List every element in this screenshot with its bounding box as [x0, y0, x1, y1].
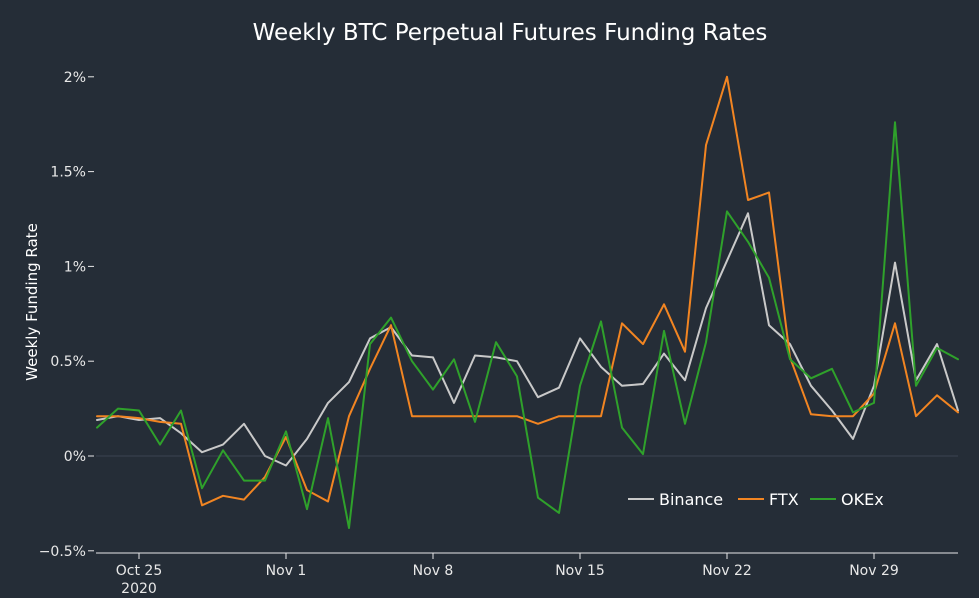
y-tick-label: 1% [64, 259, 86, 275]
y-tick-label: −0.5% [39, 544, 86, 560]
y-axis-ticks: −0.5% 0% 0.5% 1% 1.5% 2% [39, 70, 94, 560]
series-lines [96, 75, 959, 529]
series-line-ftx [96, 75, 959, 507]
x-tick-label: Nov 15 [555, 563, 605, 579]
legend: Binance FTX OKEx [628, 490, 884, 509]
x-tick-label: Nov 29 [849, 563, 899, 579]
y-tick-label: 0.5% [50, 354, 86, 370]
x-tick-label: Nov 8 [413, 563, 454, 579]
y-axis-title: Weekly Funding Rate [23, 223, 41, 381]
x-tick-label: Oct 25 [116, 563, 162, 579]
x-tick-label: Nov 1 [266, 563, 307, 579]
x-tick-sublabel: 2020 [121, 581, 157, 597]
series-line-okex [96, 121, 959, 529]
legend-label-ftx: FTX [769, 490, 799, 509]
grid [96, 455, 958, 554]
x-axis-ticks: Oct 25 2020 Nov 1 Nov 8 Nov 15 Nov 22 Nov 29 [116, 553, 899, 597]
x-tick-label: Nov 22 [702, 563, 752, 579]
y-tick-label: 0% [64, 449, 86, 465]
legend-label-okex: OKEx [841, 490, 884, 509]
y-tick-label: 1.5% [50, 165, 86, 181]
legend-label-binance: Binance [659, 490, 723, 509]
chart-title: Weekly BTC Perpetual Futures Funding Rat… [253, 20, 768, 46]
series-line-binance [96, 212, 959, 467]
y-tick-label: 2% [64, 70, 86, 86]
